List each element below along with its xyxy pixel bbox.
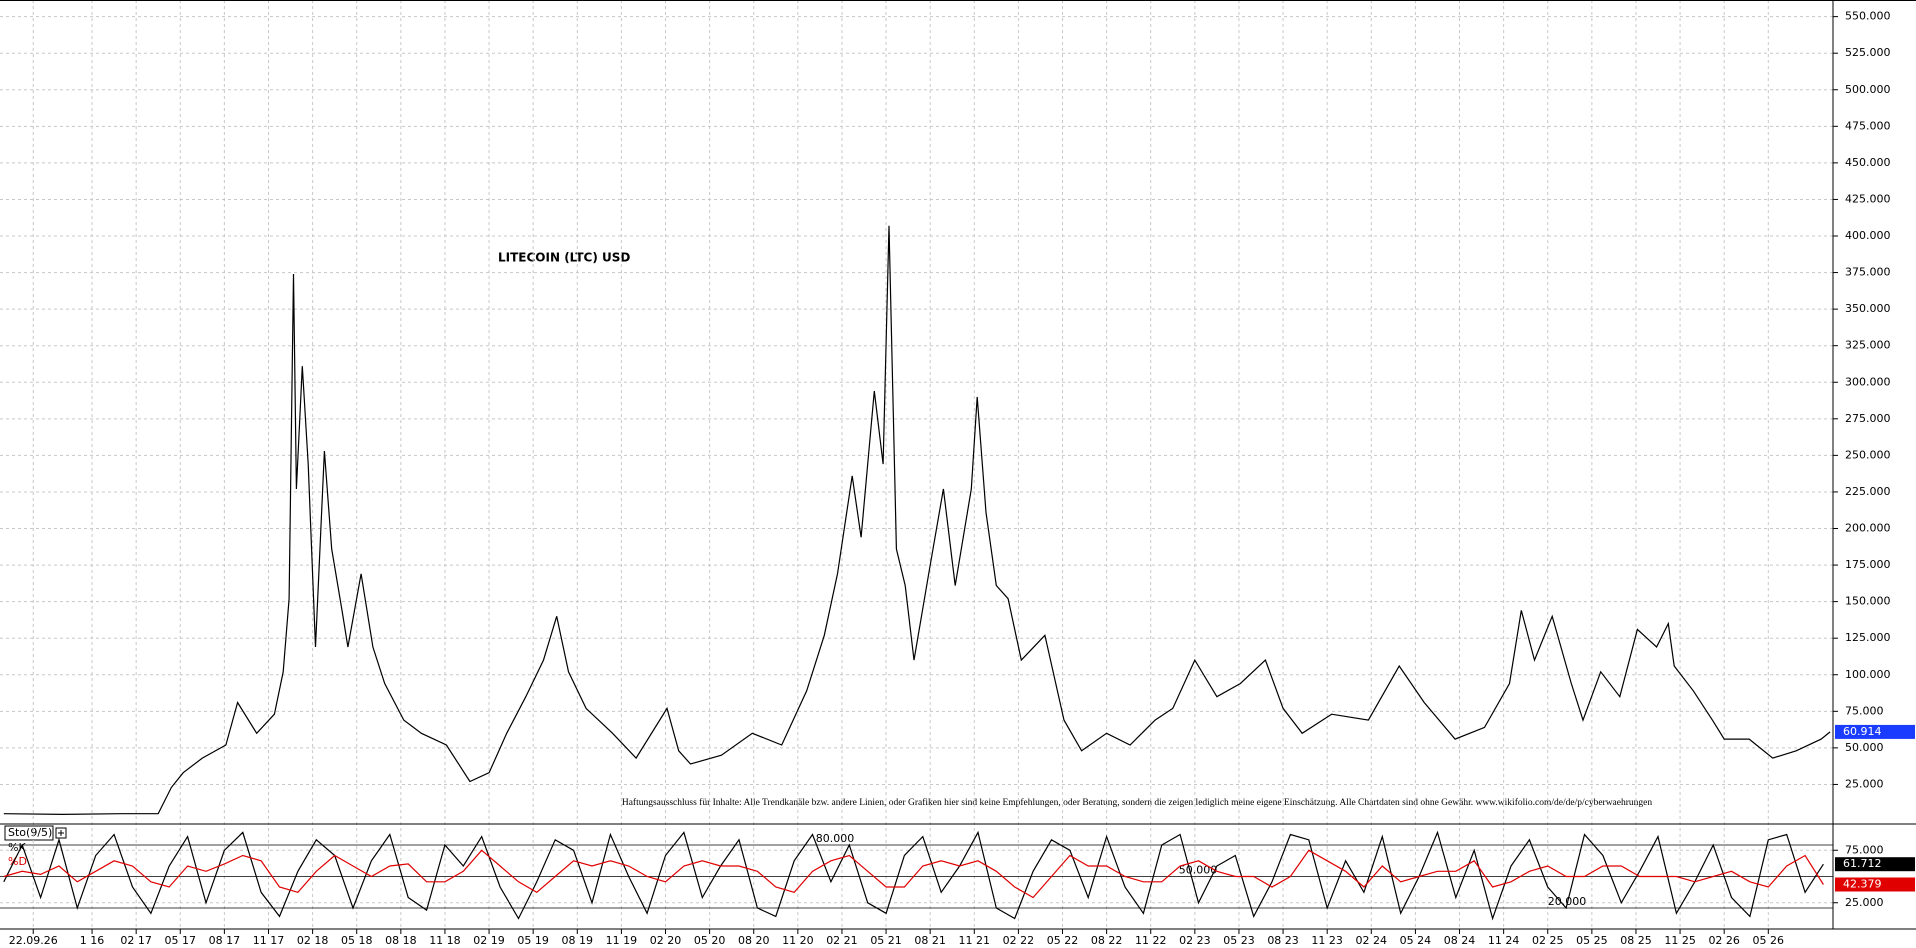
series-line — [3, 830, 1824, 921]
x-tick-label: 05 22 — [1047, 934, 1079, 947]
x-tick-label: 08 21 — [914, 934, 946, 947]
x-tick-label: 05 23 — [1223, 934, 1255, 947]
x-tick-label: 02 19 — [473, 934, 505, 947]
series-line — [3, 849, 1824, 899]
y-tick-label: 425.000 — [1845, 192, 1891, 205]
x-tick-label: 11 25 — [1664, 934, 1696, 947]
y-tick-label: 375.000 — [1845, 266, 1891, 279]
x-tick-label: 11 18 — [429, 934, 461, 947]
y-tick-label: 300.000 — [1845, 375, 1891, 388]
last-stoch: 61.712 — [1843, 857, 1882, 870]
x-tick-label: 11 19 — [606, 934, 638, 947]
series-line — [3, 225, 1831, 816]
y-tick-label: 325.000 — [1845, 339, 1891, 352]
x-tick-label: 08 19 — [562, 934, 594, 947]
level-label: 50.000 — [1179, 864, 1218, 877]
x-tick-label: 02 25 — [1532, 934, 1564, 947]
last-price: 60.914 — [1843, 725, 1882, 738]
x-tick-label: 08 20 — [738, 934, 770, 947]
x-tick-label: 05 19 — [517, 934, 549, 947]
x-tick-label: 05 18 — [341, 934, 373, 947]
x-tick-label: 08 25 — [1620, 934, 1652, 947]
x-tick-label: 05 24 — [1400, 934, 1432, 947]
x-tick-label: 11 22 — [1135, 934, 1167, 947]
chart-title: LITECOIN (LTC) USD — [498, 251, 630, 265]
y-tick-label: 475.000 — [1845, 119, 1891, 132]
x-tick-label: 22.09.26 — [9, 934, 58, 947]
x-tick-label: 08 18 — [385, 934, 417, 947]
x-tick-label: 08 22 — [1091, 934, 1123, 947]
y-tick-label: 100.000 — [1845, 668, 1891, 681]
x-tick-label: 02 24 — [1356, 934, 1388, 947]
x-tick-label: 11 17 — [253, 934, 285, 947]
y-tick-label: 525.000 — [1845, 46, 1891, 59]
x-tick-label: 05 17 — [165, 934, 197, 947]
x-tick-label: 05 26 — [1753, 934, 1785, 947]
x-tick-label: 08 24 — [1444, 934, 1476, 947]
y-tick-label: 350.000 — [1845, 302, 1891, 315]
indicator-box — [4, 825, 54, 841]
y-tick-label: 550.000 — [1845, 10, 1891, 23]
legend-d: %D — [8, 855, 27, 868]
last-stoch-box — [1835, 857, 1915, 872]
x-tick-label: 02 23 — [1179, 934, 1211, 947]
x-tick-label: 11 23 — [1311, 934, 1343, 947]
x-tick-label: 11 21 — [959, 934, 991, 947]
y-tick-label: 75.000 — [1845, 704, 1884, 717]
expand-plus — [58, 830, 64, 836]
x-tick-label: 02 22 — [1003, 934, 1035, 947]
x-tick-label: 08 17 — [209, 934, 241, 947]
y-tick-label: 25.000 — [1845, 896, 1884, 909]
y-tick-label: 50.000 — [1845, 741, 1884, 754]
y-tick-label: 200.000 — [1845, 522, 1891, 535]
x-tick-label: 08 23 — [1267, 934, 1299, 947]
y-tick-label: 125.000 — [1845, 631, 1891, 644]
y-tick-label: 225.000 — [1845, 485, 1891, 498]
x-tick-label: 02 18 — [297, 934, 329, 947]
y-tick-label: 275.000 — [1845, 412, 1891, 425]
last-price-box — [1835, 724, 1915, 739]
x-tick-label: 05 21 — [870, 934, 902, 947]
x-tick-label: 05 20 — [694, 934, 726, 947]
y-tick-label: 400.000 — [1845, 229, 1891, 242]
y-tick-label: 500.000 — [1845, 83, 1891, 96]
x-tick-label: 1 16 — [80, 934, 105, 947]
last-stoch-box — [1835, 877, 1915, 892]
x-tick-label: 02 26 — [1708, 934, 1740, 947]
x-tick-label: 11 24 — [1488, 934, 1520, 947]
y-tick-label: 250.000 — [1845, 448, 1891, 461]
x-tick-label: 02 17 — [120, 934, 152, 947]
x-tick-label: 05 25 — [1576, 934, 1608, 947]
level-label: 80.000 — [816, 832, 855, 845]
y-tick-label: 175.000 — [1845, 558, 1891, 571]
x-tick-label: 02 21 — [826, 934, 858, 947]
last-stoch: 42.379 — [1843, 878, 1882, 891]
x-tick-label: 11 20 — [782, 934, 814, 947]
y-tick-label: 450.000 — [1845, 156, 1891, 169]
y-tick-label: 75.000 — [1845, 843, 1884, 856]
indicator-title: Sto(9/5) — [8, 826, 52, 839]
disclaimer: Haftungsausschluss für Inhalte: Alle Tre… — [622, 797, 1653, 808]
x-tick-label: 02 20 — [650, 934, 682, 947]
y-tick-label: 25.000 — [1845, 777, 1884, 790]
y-tick-label: 150.000 — [1845, 595, 1891, 608]
